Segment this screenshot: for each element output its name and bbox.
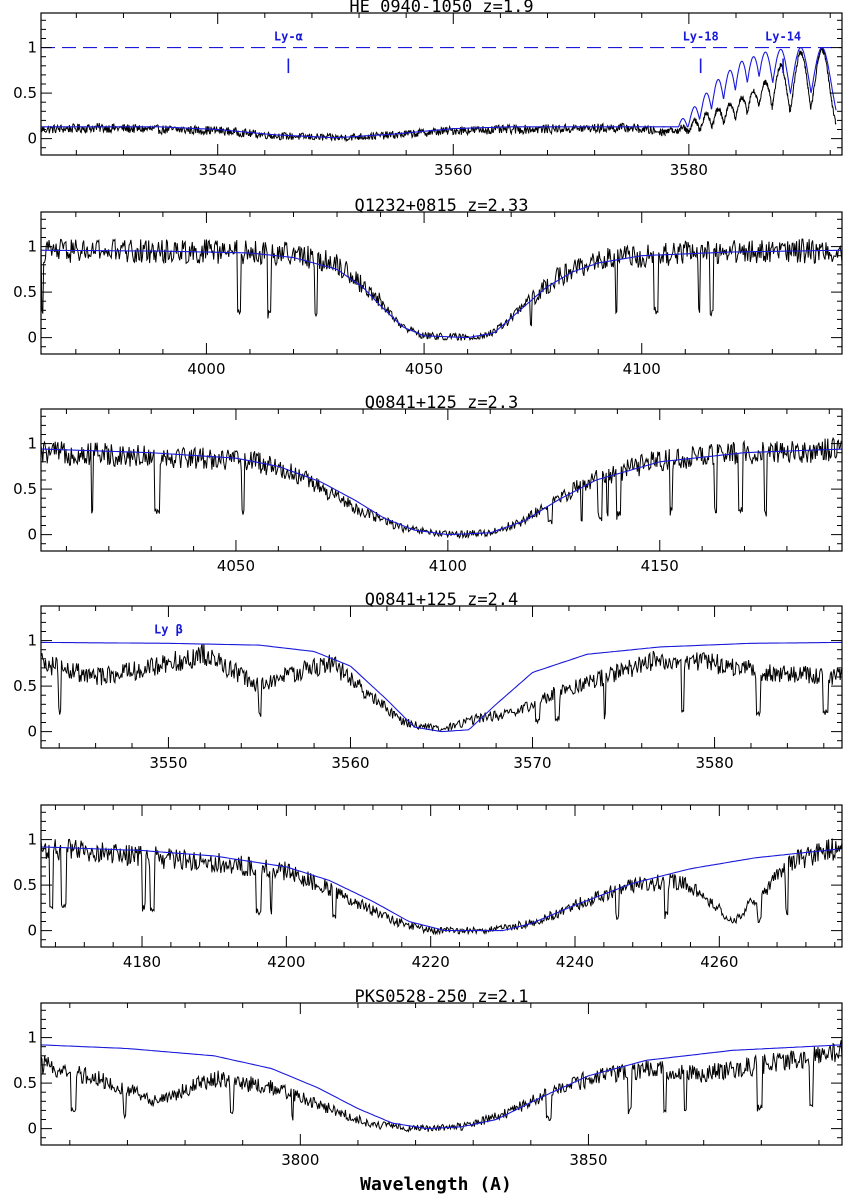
panel-frame (40, 1002, 843, 1146)
x-tick-label: 3580 (670, 161, 708, 179)
y-tick-label: 1 (27, 632, 37, 650)
observed-spectrum (41, 838, 842, 936)
y-tick-label: 0 (27, 723, 37, 741)
annotation-label: Ly-14 (765, 29, 801, 43)
x-axis-label: Wavelength (A) (360, 1174, 512, 1195)
panel-title: Q0841+125 z=2.3 (365, 393, 519, 413)
x-tick-label: 4220 (412, 953, 450, 971)
lyman-series-spectrum (661, 47, 837, 135)
x-tick-label: 3570 (513, 754, 551, 772)
observed-spectrum (41, 1040, 842, 1133)
model-fit (41, 641, 842, 733)
x-tick-label: 3560 (331, 754, 369, 772)
y-tick-label: 1 (27, 831, 37, 849)
panel-title: PKS0528-250 z=2.1 (355, 987, 529, 1007)
model-fit (41, 249, 842, 339)
panel-frame (40, 804, 843, 948)
y-tick-label: 0.5 (13, 677, 37, 695)
x-tick-label: 4050 (217, 557, 255, 575)
chart-panel-6: PKS0528-250 z=2.1 3800 3850 0 0.5 1 (13, 987, 843, 1169)
x-tick-label: 4150 (641, 557, 679, 575)
x-tick-label: 3540 (199, 161, 237, 179)
annotation-label: Ly β (154, 622, 183, 636)
y-tick-label: 1 (27, 1029, 37, 1047)
x-tick-label: 4260 (700, 953, 738, 971)
x-tick-label: 4180 (123, 953, 161, 971)
panel-title: Q1232+0815 z=2.33 (355, 196, 529, 216)
x-tick-label: 3580 (695, 754, 733, 772)
observed-spectrum (41, 643, 842, 732)
plot-area (41, 47, 842, 143)
plot-area (41, 238, 842, 341)
plot-area (41, 838, 842, 936)
plot-area (41, 641, 842, 733)
observed-spectrum (41, 238, 842, 341)
y-tick-label: 0 (27, 526, 37, 544)
annotation-label: Ly-α (274, 29, 303, 43)
x-tick-label: 4240 (556, 953, 594, 971)
chart-panel-4: Q0841+125 z=2.4 Ly β 3550 3560 3570 3580 0 0.5 1 (13, 590, 843, 772)
chart-panel-5: 4180 4200 4220 4240 4260 0 0.5 1 (13, 804, 843, 971)
plot-area (41, 436, 842, 540)
observed-spectrum (41, 436, 842, 540)
x-tick-label: 4000 (187, 360, 225, 378)
y-tick-label: 0 (27, 130, 37, 148)
x-tick-label: 3550 (149, 754, 187, 772)
y-tick-label: 0.5 (13, 283, 37, 301)
model-fit (41, 846, 842, 932)
x-tick-label: 4200 (267, 953, 305, 971)
y-tick-label: 0.5 (13, 876, 37, 894)
plot-area (41, 1040, 842, 1133)
panel-title: HE 0940-1050 z=1.9 (349, 0, 533, 17)
x-tick-label: 3800 (281, 1151, 319, 1169)
y-tick-label: 1 (27, 238, 37, 256)
panel-frame (40, 211, 843, 355)
y-tick-label: 1 (27, 435, 37, 453)
x-tick-label: 4100 (429, 557, 467, 575)
chart-panel-1: HE 0940-1050 z=1.9 Ly-α Ly-18 Ly-14 3540 3560… (13, 0, 843, 179)
annotation-label: Ly-18 (683, 29, 719, 43)
x-tick-label: 4100 (623, 360, 661, 378)
x-tick-label: 3850 (569, 1151, 607, 1169)
x-tick-label: 4050 (405, 360, 443, 378)
chart-panel-3: Q0841+125 z=2.3 4050 4100 4150 0 0.5 1 (13, 393, 843, 575)
chart-panel-2: Q1232+0815 z=2.33 4000 4050 4100 0 0.5 1 (13, 196, 843, 378)
x-tick-label: 3560 (434, 161, 472, 179)
y-tick-label: 0.5 (13, 84, 37, 102)
y-tick-label: 0 (27, 329, 37, 347)
y-tick-label: 0.5 (13, 1074, 37, 1092)
y-tick-label: 0 (27, 922, 37, 940)
y-tick-label: 0.5 (13, 480, 37, 498)
observed-spectrum (41, 122, 666, 143)
lyman-series-model (661, 47, 837, 128)
model-fit (41, 1044, 842, 1130)
y-tick-label: 1 (27, 39, 37, 57)
panel-frame (40, 408, 843, 552)
panel-title: Q0841+125 z=2.4 (365, 590, 519, 610)
y-tick-label: 0 (27, 1120, 37, 1138)
model-fit (41, 126, 666, 139)
model-fit (41, 448, 842, 536)
